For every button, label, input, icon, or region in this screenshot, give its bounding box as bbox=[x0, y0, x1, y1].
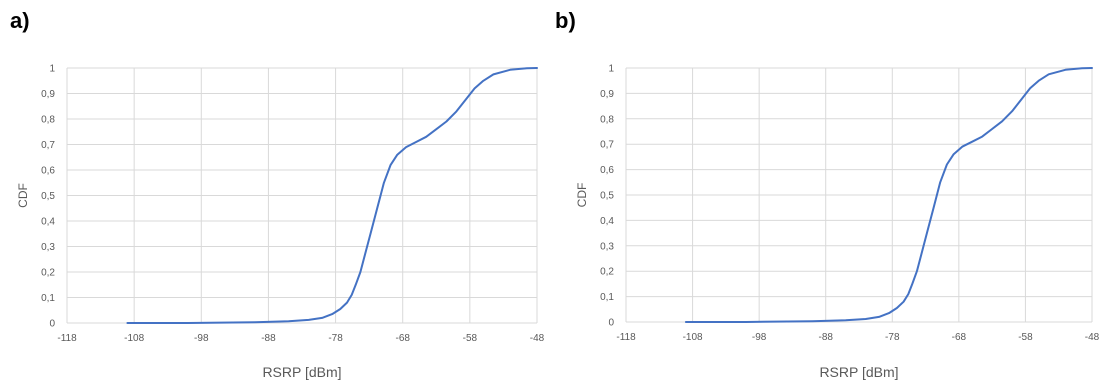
y-tick-label: 1 bbox=[49, 64, 55, 75]
cdf-chart-a: -118 -108 -98 -88 -78 -68 -58 -48 0 0,1 0,2 0,3 0,4 0… bbox=[16, 64, 545, 381]
y-axis-title: CDF bbox=[575, 183, 589, 208]
x-tick-label: -68 bbox=[395, 333, 410, 344]
y-tick-label: 0,5 bbox=[41, 191, 55, 202]
y-tick-label: 0,9 bbox=[41, 89, 55, 100]
y-tick-label: 0,9 bbox=[600, 89, 614, 100]
y-axis-title: CDF bbox=[16, 183, 30, 208]
chart-panel-b: b) -118 -108 -98 -88 -78 -68 -58 -48 0 0,1 0,2 0,3 0… bbox=[555, 0, 1110, 385]
y-tick-label: 1 bbox=[608, 64, 614, 75]
x-tick-label: -48 bbox=[1085, 332, 1100, 343]
y-tick-label: 0,4 bbox=[41, 217, 55, 228]
x-axis-title: RSRP [dBm] bbox=[262, 364, 341, 380]
y-tick-label: 0,8 bbox=[41, 115, 55, 126]
x-tick-label: -58 bbox=[463, 333, 478, 344]
panel-label-a: a) bbox=[10, 8, 30, 33]
y-tick-label: 0,5 bbox=[600, 191, 614, 202]
x-tick-label: -98 bbox=[194, 333, 209, 344]
y-tick-label: 0,8 bbox=[600, 114, 614, 125]
y-tick-label: 0,3 bbox=[600, 241, 614, 252]
y-tick-label: 0,4 bbox=[600, 216, 614, 227]
x-tick-label: -88 bbox=[261, 333, 276, 344]
x-axis-title: RSRP [dBm] bbox=[819, 364, 898, 380]
chart-panel-a: a) -118 -108 -98 -88 -78 -68 -58 -48 0 0,1 0,2 0,3 0… bbox=[10, 8, 545, 381]
x-tick-label: -78 bbox=[328, 333, 343, 344]
y-tick-label: 0,1 bbox=[600, 292, 614, 303]
y-tick-label: 0,6 bbox=[600, 165, 614, 176]
y-tick-label: 0,3 bbox=[41, 242, 55, 253]
x-tick-label: -88 bbox=[818, 332, 833, 343]
x-tick-label: -108 bbox=[683, 332, 703, 343]
y-tick-label: 0 bbox=[608, 318, 614, 329]
y-tick-label: 0,6 bbox=[41, 166, 55, 177]
x-tick-label: -108 bbox=[124, 333, 144, 344]
x-tick-label: -118 bbox=[616, 332, 636, 343]
cdf-series-line bbox=[126, 67, 538, 324]
x-tick-label: -78 bbox=[885, 332, 900, 343]
x-tick-label: -58 bbox=[1018, 332, 1033, 343]
y-tick-label: 0 bbox=[49, 319, 55, 330]
y-tick-label: 0,2 bbox=[600, 267, 614, 278]
cdf-chart-b: -118 -108 -98 -88 -78 -68 -58 -48 0 0,1 0,2 0,3 0,4 0… bbox=[575, 64, 1100, 381]
x-tick-label: -48 bbox=[530, 333, 545, 344]
y-tick-label: 0,7 bbox=[41, 140, 55, 151]
panel-label-b: b) bbox=[555, 8, 576, 33]
y-tick-label: 0,1 bbox=[41, 293, 55, 304]
x-tick-label: -118 bbox=[57, 333, 77, 344]
y-tick-label: 0,7 bbox=[600, 140, 614, 151]
x-tick-label: -68 bbox=[952, 332, 967, 343]
y-tick-label: 0,2 bbox=[41, 268, 55, 279]
x-tick-label: -98 bbox=[752, 332, 767, 343]
cdf-series-line bbox=[684, 67, 1093, 323]
